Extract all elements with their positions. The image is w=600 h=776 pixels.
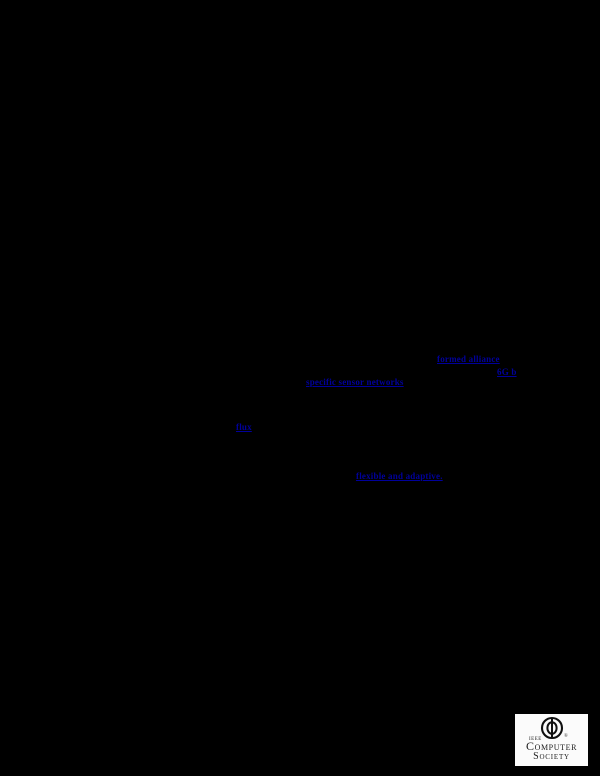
inline-hyperlink-1[interactable]: formed alliance: [437, 354, 500, 364]
inline-hyperlink-5[interactable]: flexible and adaptive.: [356, 471, 443, 481]
inline-hyperlink-3[interactable]: specific sensor networks: [306, 377, 404, 387]
registered-trademark-icon: ®: [564, 734, 568, 739]
logo-text-computer: Computer: [525, 739, 578, 753]
ieee-computer-society-logo: ® IEEE Computer Society: [515, 714, 588, 766]
logo-text-society: Society: [533, 751, 570, 762]
ieee-label: IEEE: [529, 737, 542, 742]
phi-circle-icon: [540, 716, 563, 740]
inline-hyperlink-2[interactable]: 6G b: [497, 367, 517, 377]
inline-hyperlink-4[interactable]: flux: [236, 422, 252, 432]
